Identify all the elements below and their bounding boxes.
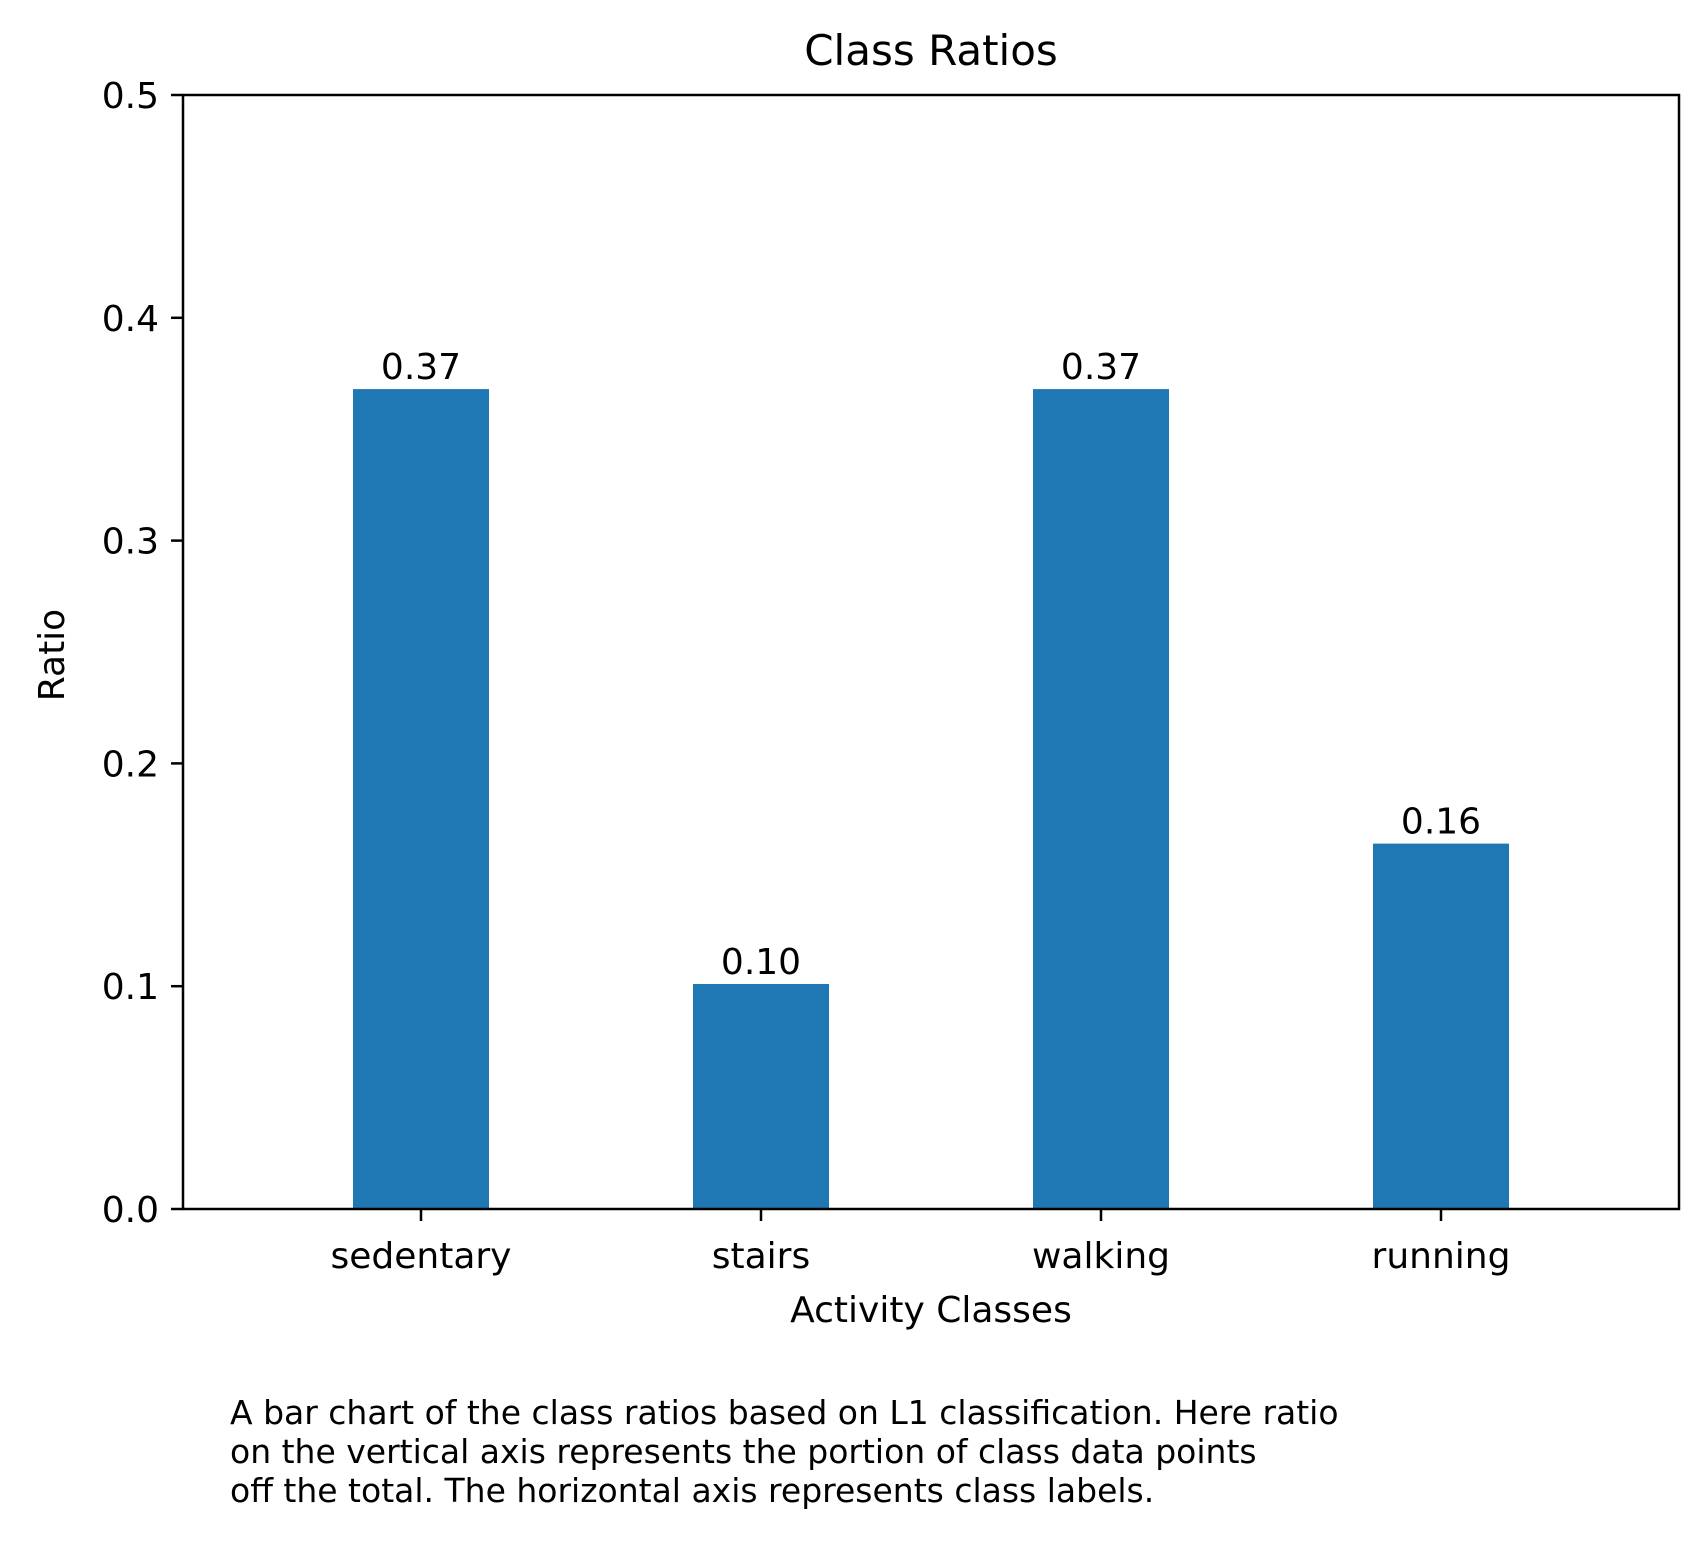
y-tick-label: 0.1 <box>102 967 159 1008</box>
x-axis-label: Activity Classes <box>790 1290 1072 1331</box>
y-axis: 0.0 0.1 0.2 0.3 0.4 0.5 <box>102 76 183 1231</box>
data-label-stairs: 0.10 <box>721 942 801 983</box>
data-label-sedentary: 0.37 <box>381 347 461 388</box>
bar-running <box>1373 843 1509 1209</box>
y-axis-label: Ratio <box>32 609 73 701</box>
caption-line: A bar chart of the class ratios based on… <box>230 1393 1339 1432</box>
figure-caption: A bar chart of the class ratios based on… <box>230 1393 1530 1510</box>
bars-layer <box>353 389 1509 1209</box>
bar-sedentary <box>353 389 489 1209</box>
x-tick-label-sedentary: sedentary <box>330 1236 511 1277</box>
y-tick-label: 0.5 <box>102 76 159 117</box>
caption-line: on the vertical axis represents the port… <box>230 1432 1257 1471</box>
x-tick-label-stairs: stairs <box>712 1236 811 1277</box>
x-tick-label-running: running <box>1372 1236 1511 1277</box>
data-label-running: 0.16 <box>1401 802 1481 843</box>
bar-stairs <box>693 983 829 1209</box>
data-labels-layer: 0.37 0.10 0.37 0.16 <box>381 347 1481 983</box>
data-label-walking: 0.37 <box>1061 347 1141 388</box>
y-tick-label: 0.2 <box>102 744 159 785</box>
bar-walking <box>1033 389 1169 1209</box>
x-tick-label-walking: walking <box>1032 1236 1170 1277</box>
plot-area-frame <box>181 93 1681 1211</box>
y-tick-label: 0.4 <box>102 299 159 340</box>
chart-title: Class Ratios <box>804 26 1058 75</box>
y-tick-label: 0.3 <box>102 522 159 563</box>
caption-line: off the total. The horizontal axis repre… <box>230 1471 1155 1510</box>
y-tick-label: 0.0 <box>102 1190 159 1231</box>
x-axis: sedentary stairs walking running <box>330 1209 1510 1277</box>
